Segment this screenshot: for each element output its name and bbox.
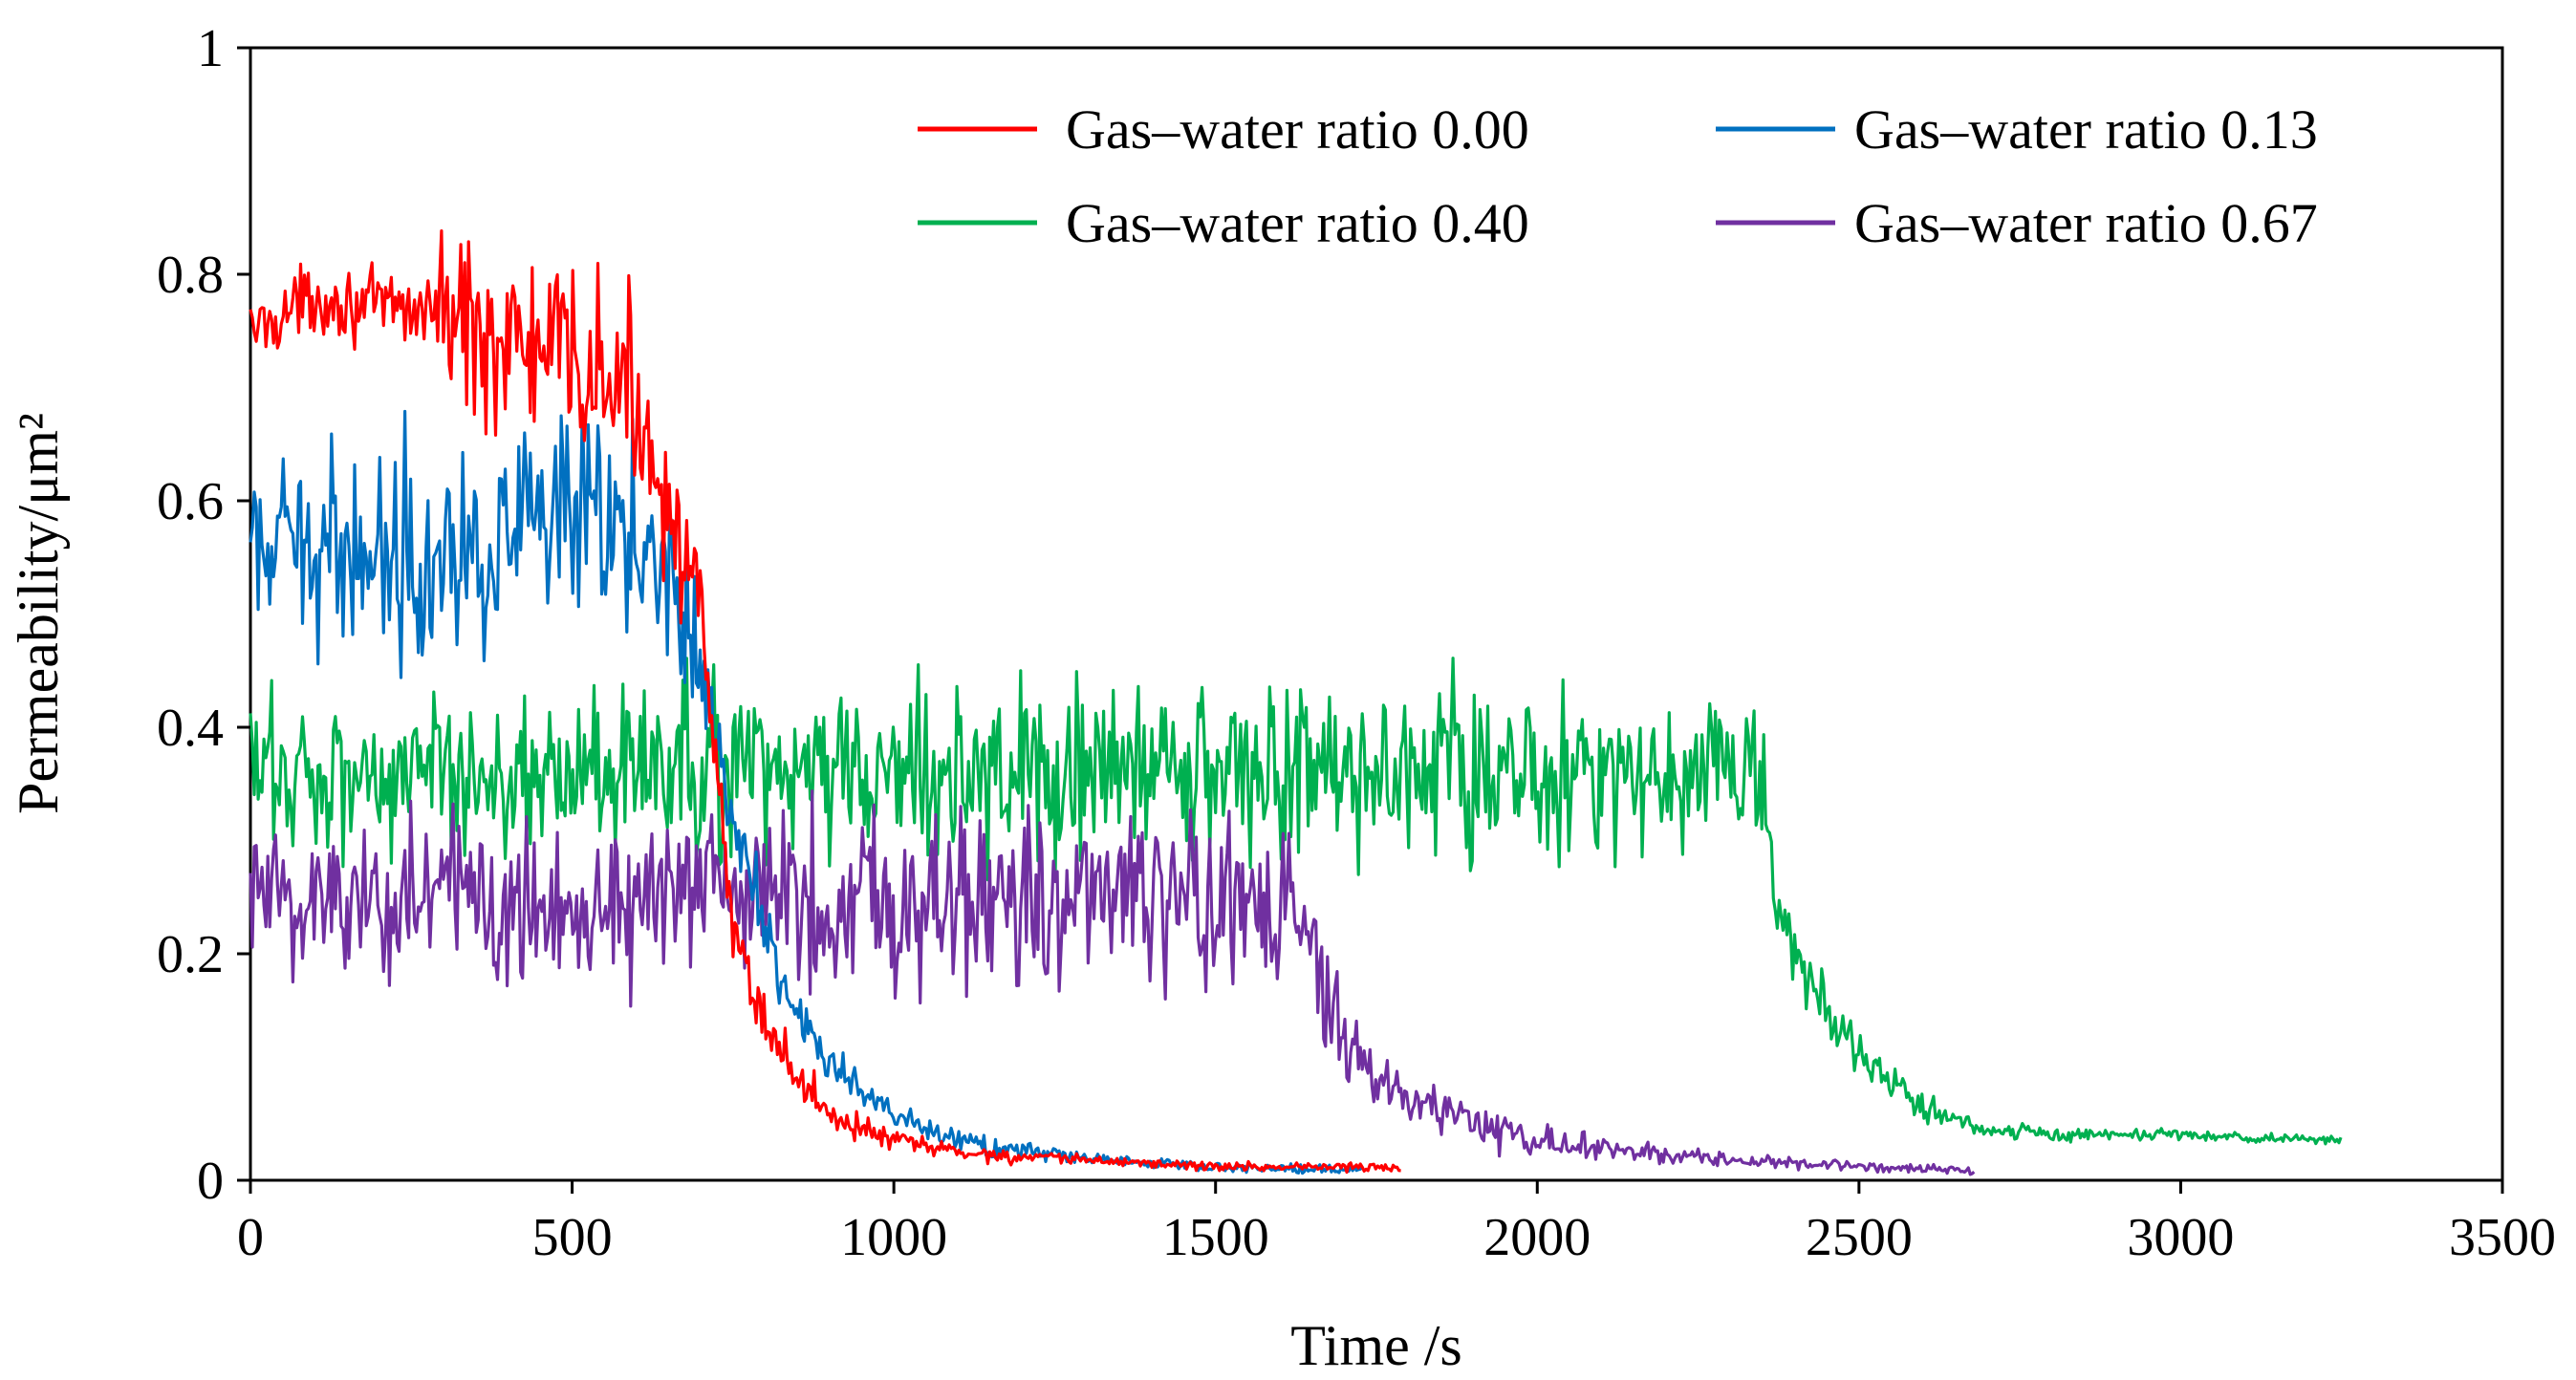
x-tick-label-4: 2000 xyxy=(1483,1208,1591,1267)
x-tick-label-2: 1000 xyxy=(840,1208,947,1267)
series-line-1 xyxy=(249,404,1364,1175)
x-tick-label-5: 2500 xyxy=(1806,1208,1913,1267)
y-tick-label-3: 0.6 xyxy=(157,472,224,531)
x-tick-label-3: 1500 xyxy=(1162,1208,1269,1267)
legend-label-0: Gas–water ratio 0.00 xyxy=(1066,98,1529,161)
legend-label-3: Gas–water ratio 0.67 xyxy=(1854,192,2318,254)
series-line-2 xyxy=(249,657,2343,1146)
legend: Gas–water ratio 0.00 Gas–water ratio 0.1… xyxy=(918,98,2318,254)
x-axis-title: Time /s xyxy=(1290,1314,1462,1377)
x-tick-label-0: 0 xyxy=(237,1208,264,1267)
plot-frame xyxy=(249,46,2504,1182)
x-axis: 0 500 1000 1500 2000 2500 3000 3500 xyxy=(237,1180,2556,1267)
y-axis: 0 0.2 0.4 0.6 0.8 1 xyxy=(157,19,250,1211)
y-tick-label-4: 0.8 xyxy=(157,246,224,305)
y-tick-label-5: 1 xyxy=(197,19,224,78)
series-line-3 xyxy=(249,789,1976,1176)
series-line-0 xyxy=(249,229,1401,1175)
x-tick-label-7: 3500 xyxy=(2449,1208,2556,1267)
x-tick-label-1: 500 xyxy=(532,1208,613,1267)
x-tick-label-6: 3000 xyxy=(2127,1208,2234,1267)
y-axis-title: Permeability/μm² xyxy=(7,413,70,814)
y-tick-label-0: 0 xyxy=(197,1152,224,1211)
y-tick-label-1: 0.2 xyxy=(157,925,224,984)
series-layer xyxy=(249,229,2343,1176)
legend-label-2: Gas–water ratio 0.40 xyxy=(1066,192,1529,254)
y-tick-label-2: 0.4 xyxy=(157,699,224,758)
legend-label-1: Gas–water ratio 0.13 xyxy=(1854,98,2318,161)
